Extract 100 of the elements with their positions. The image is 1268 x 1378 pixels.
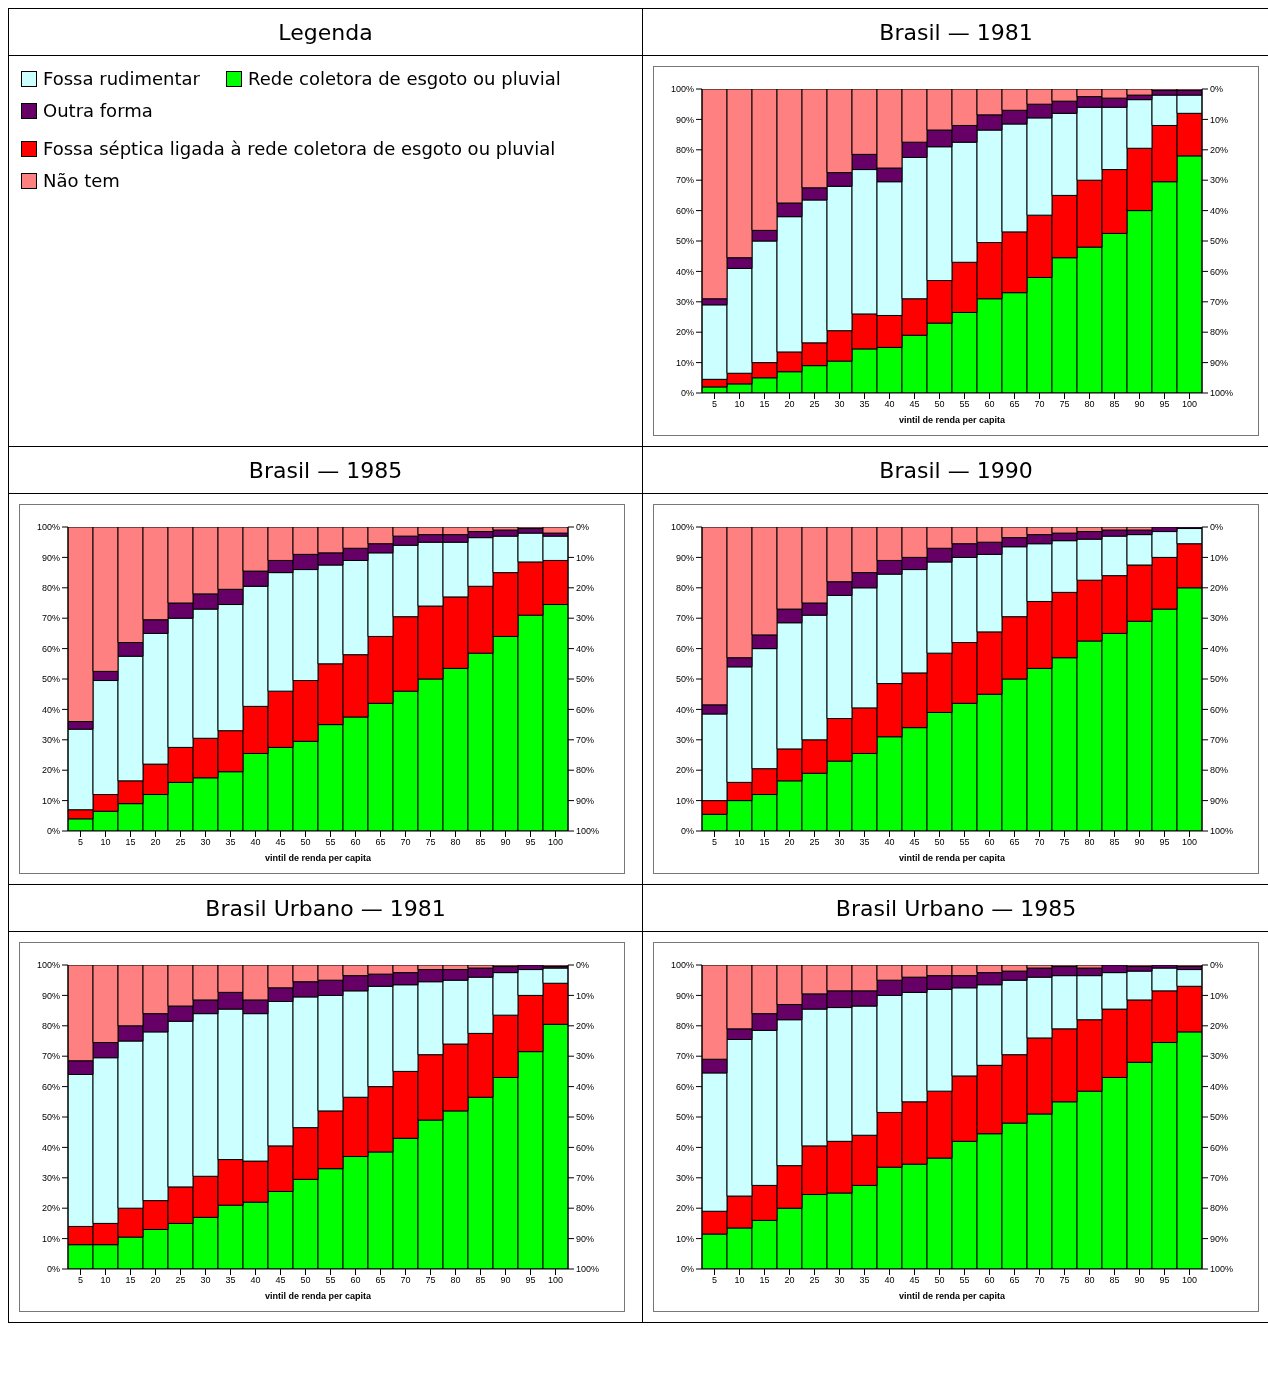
y-tick-label: 60% [41, 643, 60, 654]
x-tick-label: 100 [547, 837, 564, 848]
y-tick-label: 90% [41, 990, 60, 1001]
x-tick-label: 90 [500, 1275, 511, 1286]
x-tick-label: 5 [711, 399, 718, 410]
y2-tick-label: 80% [576, 1203, 595, 1214]
x-tick-label: 25 [809, 1275, 820, 1286]
x-tick-label: 65 [375, 1275, 386, 1286]
y2-tick-label: 0% [576, 522, 590, 533]
y-tick-label: 20% [675, 765, 694, 776]
x-tick-label: 95 [525, 837, 536, 848]
y-tick-label: 50% [41, 1112, 60, 1123]
y2-tick-label: 50% [1210, 674, 1229, 685]
x-tick-label: 45 [909, 837, 920, 848]
x-tick-label: 20 [784, 1275, 795, 1286]
x-tick-label: 100 [1181, 399, 1198, 410]
y-tick-label: 30% [675, 1172, 694, 1183]
y2-tick-label: 40% [1210, 205, 1229, 216]
x-tick-label: 90 [1134, 837, 1145, 848]
x-tick-label: 10 [734, 1275, 745, 1286]
y2-tick-label: 100% [576, 826, 600, 837]
x-tick-label: 75 [1059, 837, 1070, 848]
y-tick-label: 70% [675, 175, 694, 186]
y-tick-label: 0% [680, 1264, 694, 1275]
x-tick-label: 35 [859, 399, 870, 410]
x-tick-label: 15 [759, 1275, 770, 1286]
x-tick-label: 75 [1059, 1275, 1070, 1286]
y2-tick-label: 0% [1210, 960, 1224, 971]
x-tick-label: 30 [200, 1275, 211, 1286]
y2-tick-label: 60% [576, 704, 595, 715]
legend-title: Legenda [9, 9, 642, 56]
y2-tick-label: 80% [1210, 765, 1229, 776]
y2-tick-label: 70% [1210, 1172, 1229, 1183]
y2-tick-label: 60% [1210, 266, 1229, 277]
x-tick-label: 50 [934, 399, 945, 410]
x-tick-label: 45 [275, 837, 286, 848]
legend-label: Não tem [42, 169, 120, 193]
x-tick-label: 35 [859, 837, 870, 848]
x-tick-label: 25 [175, 1275, 186, 1286]
x-tick-label: 85 [475, 837, 486, 848]
y2-tick-label: 70% [576, 734, 595, 745]
y-tick-label: 50% [675, 1112, 694, 1123]
y2-tick-label: 20% [576, 582, 595, 593]
y2-tick-label: 40% [1210, 1081, 1229, 1092]
x-tick-label: 25 [809, 837, 820, 848]
y-tick-label: 80% [675, 582, 694, 593]
x-tick-label: 85 [475, 1275, 486, 1286]
y-tick-label: 20% [41, 1203, 60, 1214]
y-tick-label: 100% [670, 84, 694, 95]
x-tick-label: 20 [150, 837, 161, 848]
y2-tick-label: 30% [1210, 175, 1229, 186]
y-tick-label: 60% [41, 1081, 60, 1092]
x-tick-label: 60 [984, 399, 995, 410]
x-tick-label: 65 [1009, 837, 1020, 848]
x-tick-label: 80 [1084, 399, 1095, 410]
y-tick-label: 30% [41, 734, 60, 745]
x-tick-label: 80 [1084, 1275, 1095, 1286]
x-tick-label: 50 [934, 837, 945, 848]
x-tick-label: 45 [909, 1275, 920, 1286]
x-tick-label: 10 [734, 837, 745, 848]
y-tick-label: 20% [675, 327, 694, 338]
x-tick-label: 5 [77, 837, 84, 848]
y2-tick-label: 80% [1210, 1203, 1229, 1214]
y2-tick-label: 20% [576, 1020, 595, 1031]
x-tick-label: 100 [547, 1275, 564, 1286]
y-tick-label: 70% [675, 1051, 694, 1062]
x-tick-label: 55 [959, 837, 970, 848]
y-tick-label: 30% [675, 296, 694, 307]
x-tick-label: 35 [859, 1275, 870, 1286]
x-tick-label: 40 [250, 1275, 261, 1286]
x-tick-label: 75 [425, 1275, 436, 1286]
x-tick-label: 55 [959, 399, 970, 410]
x-tick-label: 70 [400, 1275, 411, 1286]
y-tick-label: 20% [41, 765, 60, 776]
legend-label: Outra forma [42, 99, 153, 123]
x-tick-label: 20 [784, 837, 795, 848]
y-tick-label: 50% [675, 674, 694, 685]
y-tick-label: 90% [675, 990, 694, 1001]
x-tick-label: 35 [225, 1275, 236, 1286]
y-tick-label: 0% [680, 826, 694, 837]
y-tick-label: 100% [670, 522, 694, 533]
x-tick-label: 35 [225, 837, 236, 848]
x-tick-label: 40 [250, 837, 261, 848]
x-tick-label: 80 [1084, 837, 1095, 848]
x-tick-label: 25 [175, 837, 186, 848]
x-tick-label: 30 [200, 837, 211, 848]
x-tick-label: 50 [300, 837, 311, 848]
x-tick-label: 60 [984, 837, 995, 848]
y2-tick-label: 10% [576, 990, 595, 1001]
x-tick-label: 55 [325, 837, 336, 848]
y-tick-label: 30% [41, 1172, 60, 1183]
x-tick-label: 85 [1109, 1275, 1120, 1286]
x-tick-label: 70 [1034, 1275, 1045, 1286]
y2-tick-label: 40% [1210, 643, 1229, 654]
x-tick-label: 95 [1159, 1275, 1170, 1286]
x-tick-label: 30 [834, 399, 845, 410]
x-axis-title: vintil de renda per capita [264, 1291, 373, 1301]
y-tick-label: 80% [675, 1020, 694, 1031]
x-tick-label: 45 [909, 399, 920, 410]
y2-tick-label: 30% [1210, 613, 1229, 624]
